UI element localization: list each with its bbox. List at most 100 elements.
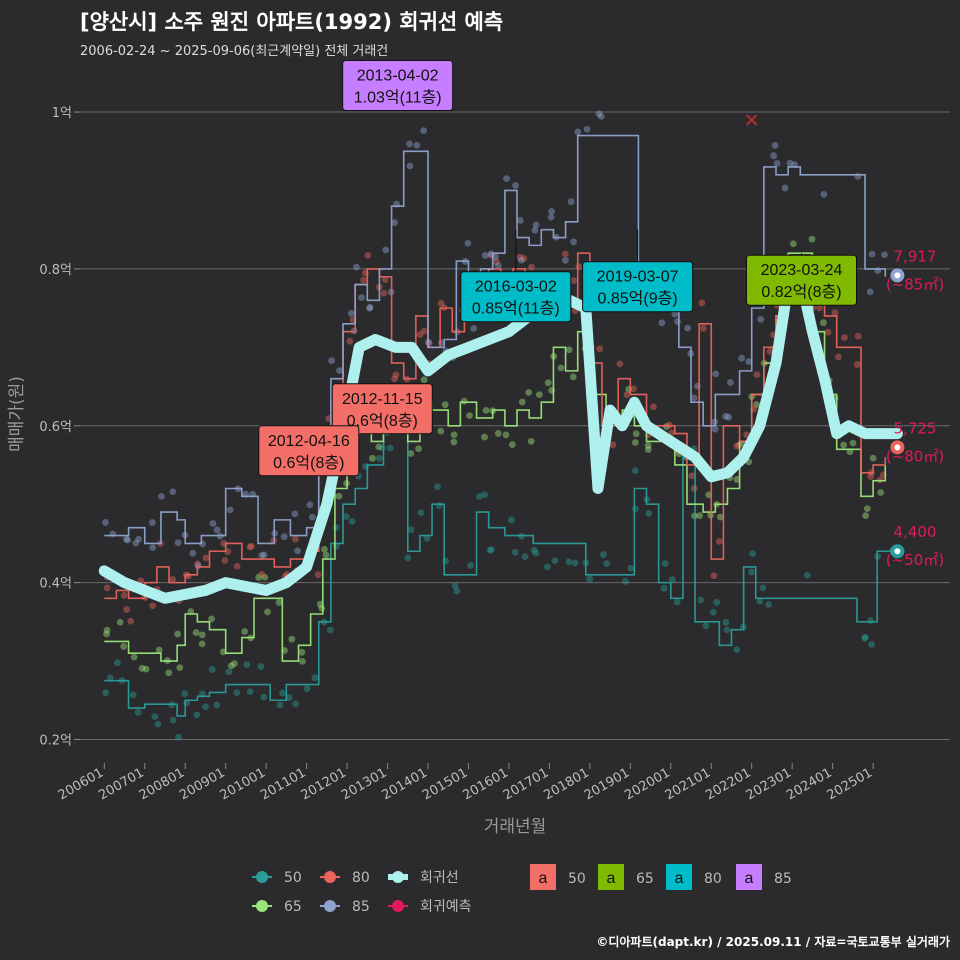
scatter-point-80 (314, 571, 322, 579)
scatter-point-65 (130, 653, 138, 661)
scatter-point-65 (255, 573, 263, 581)
scatter-point-85 (531, 226, 539, 234)
scatter-point-80 (258, 570, 266, 578)
scatter-point-85 (773, 159, 781, 167)
annotation-price: 0.82억(8층) (761, 283, 841, 301)
annotation-price: 0.85억(9층) (598, 290, 678, 308)
scatter-point-50 (861, 634, 869, 641)
scatter-point-65 (862, 512, 869, 520)
scatter-point-50 (481, 491, 488, 499)
scatter-point-80 (346, 337, 354, 345)
scatter-point-65 (569, 373, 577, 381)
scatter-point-50 (543, 563, 551, 571)
scatter-point-65 (320, 545, 328, 553)
legend-box-swatch (598, 864, 624, 890)
scatter-point-65 (316, 600, 324, 608)
scatter-point-65 (275, 599, 283, 606)
x-tick-label: 202201 (703, 765, 753, 803)
legend-box-label: 80 (704, 871, 722, 887)
scatter-point-50 (673, 598, 681, 606)
scatter-point-50 (467, 562, 475, 569)
scatter-point-80 (381, 276, 389, 283)
scatter-point-80 (668, 429, 676, 437)
scatter-point-85 (820, 190, 828, 198)
legend-label: 85 (352, 899, 370, 915)
x-tick-label: 201001 (218, 765, 268, 803)
scatter-point-85 (382, 246, 390, 254)
scatter-point-85 (770, 152, 778, 160)
scatter-point-80 (841, 334, 848, 341)
scatter-point-65 (753, 401, 760, 408)
scatter-point-80 (416, 331, 424, 338)
scatter-point-80 (194, 560, 202, 568)
annotation-date: 2019-03-07 (597, 269, 679, 286)
scatter-point-65 (644, 442, 652, 449)
scatter-point-80 (516, 253, 524, 261)
scatter-point-50 (765, 601, 773, 608)
scatter-point-50 (660, 584, 668, 592)
scatter-point-50 (661, 560, 669, 567)
scatter-point-65 (155, 646, 163, 654)
scatter-point-80 (596, 345, 604, 353)
annotation-date: 2016-03-02 (475, 279, 557, 296)
scatter-point-85 (366, 304, 374, 312)
scatter-point-85 (260, 551, 268, 559)
scatter-point-85 (158, 492, 165, 500)
scatter-point-50 (622, 577, 629, 585)
scatter-point-80 (700, 324, 707, 332)
scatter-point-80 (149, 602, 157, 610)
x-tick-label: 202001 (622, 765, 672, 803)
x-axis-title: 거래년월 (484, 817, 547, 837)
scatter-point-65 (322, 551, 330, 559)
scatter-point-50 (435, 502, 443, 510)
scatter-point-65 (407, 450, 415, 457)
scatter-point-50 (867, 617, 875, 624)
scatter-point-65 (441, 401, 449, 409)
scatter-point-80 (202, 554, 210, 562)
scatter-point-85 (358, 294, 365, 302)
chart-title: [양산시] 소주 원진 아파트(1992) 회귀선 예측 (80, 10, 504, 34)
scatter-point-65 (705, 491, 713, 499)
axes: 0.2억 0.4억 0.6억 0.8억 1억 2006012007012008012009… (7, 106, 875, 837)
scatter-point-80 (123, 606, 131, 613)
footer-credit: ©디아파트(dapt.kr) / 2025.09.11 / 자료=국토교통부 실… (596, 935, 950, 949)
scatter-point-50 (759, 584, 767, 592)
scatter-point-50 (722, 618, 730, 626)
legend-box-label: 85 (774, 871, 792, 887)
scatter-point-50 (532, 549, 540, 557)
scatter-point-85 (786, 159, 794, 167)
legend-key-dot (392, 900, 404, 912)
scatter-point-80 (816, 304, 823, 312)
scatter-point-80 (854, 332, 862, 340)
scatter-point-65 (733, 476, 741, 483)
legend-label: 65 (284, 899, 302, 915)
scatter-point-80 (528, 263, 535, 271)
x-tick-label: 201301 (339, 765, 389, 803)
scatter-point-85 (366, 303, 374, 311)
scatter-point-50 (233, 689, 241, 696)
x-tick-label: 202101 (663, 765, 713, 803)
scatter-point-50 (208, 666, 216, 673)
annotation-price: 1.03억(11층) (354, 89, 442, 107)
scatter-point-85 (532, 221, 540, 229)
scatter-point-65 (820, 319, 827, 327)
y-tick-label: 0.4억 (39, 577, 72, 592)
scatter-point-50 (709, 608, 717, 616)
scatter-point-80 (493, 258, 500, 266)
prediction-size-label: (~80㎡) (886, 447, 944, 465)
legend-box-swatch (530, 864, 556, 890)
scatter-point-50 (868, 640, 876, 648)
scatter-point-50 (260, 693, 268, 701)
scatter-point-50 (113, 659, 121, 667)
legend-box-swatch (736, 864, 762, 890)
scatter-point-85 (492, 253, 499, 261)
scatter-point-65 (696, 512, 704, 520)
scatter-point-65 (103, 630, 110, 638)
scatter-point-80 (853, 361, 861, 368)
scatter-point-80 (221, 557, 229, 564)
scatter-point-80 (609, 441, 617, 449)
scatter-point-85 (722, 413, 730, 420)
scatter-point-50 (645, 510, 653, 517)
scatter-point-65 (557, 364, 565, 372)
